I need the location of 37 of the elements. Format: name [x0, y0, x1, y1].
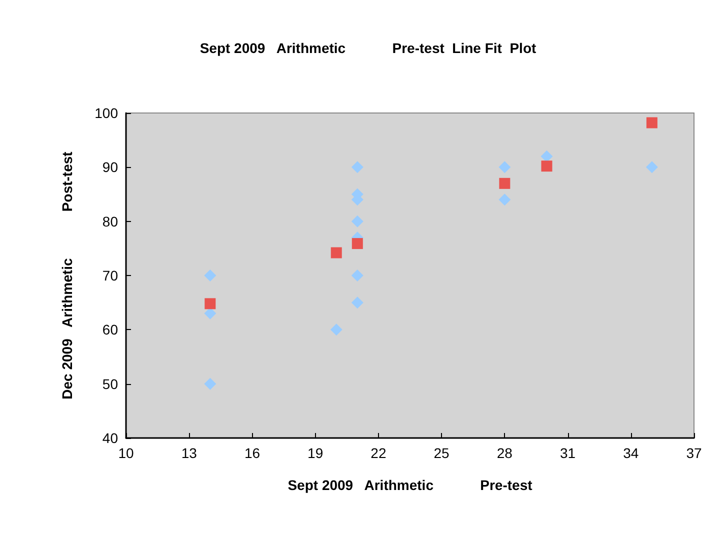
point	[540, 150, 553, 162]
point	[204, 298, 216, 310]
x-tick-label: 25	[434, 445, 450, 461]
y-tick-label: 40	[102, 430, 118, 446]
x-tick-label: 31	[560, 445, 576, 461]
chart-title: Sept 2009 Arithmetic Pre-test Line Fit Plot	[200, 40, 536, 56]
x-tick-label: 16	[244, 445, 260, 461]
y-tick-label: 70	[102, 268, 118, 284]
x-tick-label: 10	[118, 445, 134, 461]
y-axis-title: Dec 2009 Arithmetic Post-test	[59, 151, 75, 400]
x-tick-label: 22	[370, 445, 386, 461]
point	[351, 270, 364, 282]
point	[330, 247, 342, 258]
point	[541, 160, 552, 172]
y-tick-label: 100	[94, 105, 118, 121]
x-tick-label: 37	[686, 445, 702, 461]
point	[646, 117, 658, 128]
point	[351, 296, 364, 309]
point	[204, 378, 216, 390]
point	[352, 238, 363, 250]
y-tick-label: 50	[102, 376, 118, 392]
x-tick-label: 13	[181, 445, 198, 461]
point	[330, 324, 342, 336]
point	[646, 161, 658, 174]
y-tick-label: 90	[102, 159, 118, 176]
point	[351, 215, 364, 228]
y-tick-label: 80	[102, 213, 118, 230]
point	[499, 178, 510, 189]
x-tick-label: 28	[496, 445, 513, 461]
x-tick-label: 19	[308, 445, 324, 461]
point	[498, 194, 511, 206]
x-axis-title: Sept 2009 Arithmetic Pre-test	[288, 477, 533, 493]
point	[351, 161, 364, 174]
point	[204, 270, 216, 282]
point	[498, 161, 511, 174]
y-tick-label: 60	[102, 322, 118, 338]
x-tick-label: 34	[623, 445, 639, 461]
